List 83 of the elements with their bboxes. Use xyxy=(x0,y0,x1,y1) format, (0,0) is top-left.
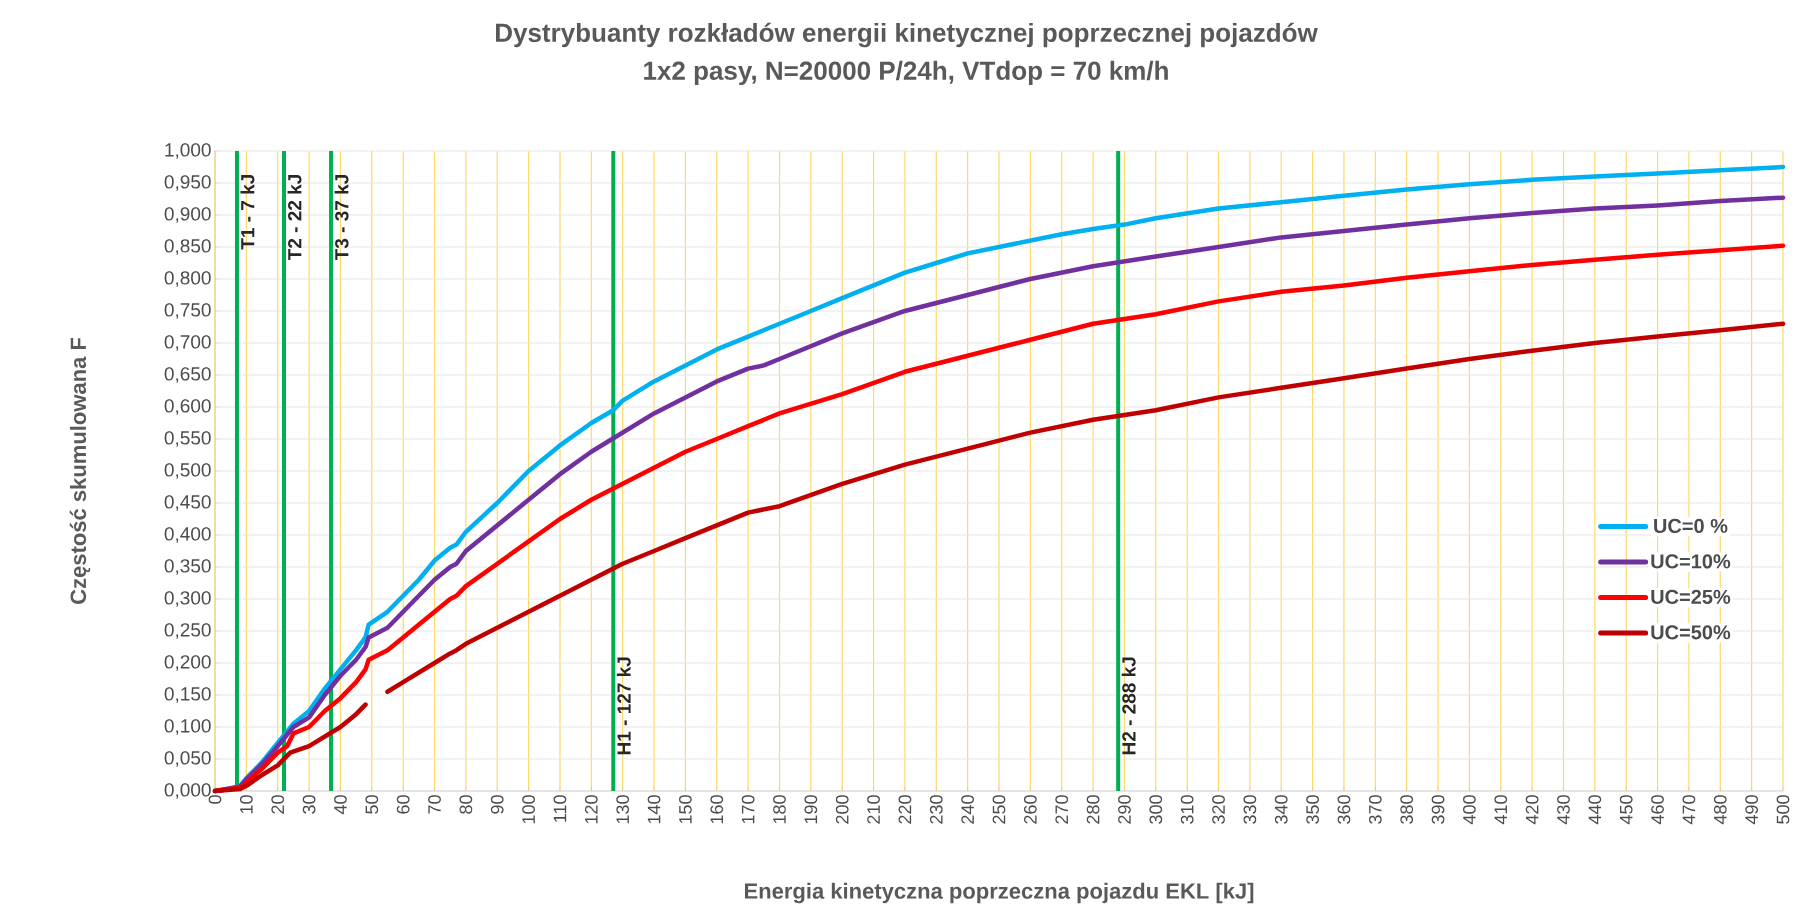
y-tick-label: 0,350 xyxy=(164,559,211,575)
x-tick-label: 20 xyxy=(271,795,285,814)
x-tick-label: 60 xyxy=(396,795,410,814)
x-tick-label: 220 xyxy=(898,795,912,824)
ref-line-label: T2 - 22 kJ xyxy=(287,175,302,261)
x-tick-label: 340 xyxy=(1274,795,1288,824)
x-tick-label: 130 xyxy=(616,795,630,824)
y-tick-label: 0,500 xyxy=(164,463,211,479)
x-tick-label: 350 xyxy=(1306,795,1319,824)
y-tick-label: 0,400 xyxy=(164,527,211,543)
x-tick-label: 370 xyxy=(1368,795,1382,824)
x-tick-label: 150 xyxy=(679,795,692,824)
x-tick-label: 210 xyxy=(867,795,880,824)
x-tick-label: 30 xyxy=(302,795,316,814)
x-tick-label: 170 xyxy=(741,795,755,824)
x-tick-label: 440 xyxy=(1588,795,1602,825)
x-tick-label: 420 xyxy=(1525,795,1539,825)
x-tick-label: 10 xyxy=(239,795,253,814)
y-tick-label: 0,150 xyxy=(164,687,211,703)
x-tick-label: 250 xyxy=(992,795,1006,824)
x-tick-label: 500 xyxy=(1776,795,1790,824)
y-tick-label: 0,950 xyxy=(164,175,211,191)
y-tick-label: 0,600 xyxy=(164,399,211,415)
x-tick-label: 180 xyxy=(773,795,786,824)
ref-line-label: H2 - 288 kJ xyxy=(1121,657,1136,755)
x-tick-label: 300 xyxy=(1149,795,1163,824)
x-tick-label: 190 xyxy=(804,795,818,824)
x-tick-label: 310 xyxy=(1180,795,1194,824)
x-tick-label: 390 xyxy=(1431,795,1445,824)
legend-label: UC=0 % xyxy=(1654,518,1728,534)
x-tick-label: 410 xyxy=(1494,795,1508,825)
x-tick-label: 480 xyxy=(1713,795,1727,825)
legend-label: UC=50% xyxy=(1651,625,1731,640)
y-tick-label: 0,250 xyxy=(164,623,211,639)
x-tick-label: 360 xyxy=(1337,795,1351,824)
x-tick-label: 430 xyxy=(1557,795,1570,825)
x-tick-label: 400 xyxy=(1463,795,1476,825)
ref-line-label: T3 - 37 kJ xyxy=(334,175,349,261)
y-tick-label: 0,650 xyxy=(164,367,211,383)
ref-line-label: T1 - 7 kJ xyxy=(240,175,255,250)
y-axis-title: Częstość skumulowana F xyxy=(69,337,91,604)
y-tick-label: 0,900 xyxy=(164,207,211,223)
x-tick-label: 140 xyxy=(647,795,661,824)
y-tick-label: 0,100 xyxy=(164,719,211,735)
x-tick-label: 90 xyxy=(490,795,504,814)
y-tick-label: 0,750 xyxy=(164,303,211,319)
x-tick-label: 80 xyxy=(459,795,473,814)
chart-subtitle: 1x2 pasy, N=20000 P/24h, VTdop = 70 km/h xyxy=(644,60,1168,86)
x-tick-label: 50 xyxy=(365,795,379,814)
ref-line-label: H1 - 127 kJ xyxy=(616,657,631,755)
y-tick-label: 0,450 xyxy=(164,495,211,511)
x-tick-label: 320 xyxy=(1212,795,1225,824)
y-tick-label: 0,200 xyxy=(164,655,211,671)
x-tick-label: 460 xyxy=(1651,795,1664,825)
legend-label: UC=10% xyxy=(1651,554,1731,569)
y-tick-label: 0,550 xyxy=(164,431,211,447)
x-tick-label: 240 xyxy=(961,795,975,824)
x-tick-label: 490 xyxy=(1745,795,1759,825)
x-axis-title: Energia kinetyczna poprzeczna pojazdu EKL [kJ] xyxy=(744,882,1254,904)
chart-title: Dystrybuanty rozkładów energii kinetycznej poprzecznej pojazdów xyxy=(496,22,1318,48)
x-tick-label: 450 xyxy=(1619,795,1633,825)
x-tick-label: 100 xyxy=(522,795,535,824)
y-tick-label: 0,800 xyxy=(164,271,211,287)
y-tick-label: 0,300 xyxy=(164,591,211,607)
x-tick-label: 120 xyxy=(584,795,598,824)
x-tick-label: 280 xyxy=(1086,795,1100,824)
x-tick-label: 110 xyxy=(553,795,567,822)
x-tick-label: 70 xyxy=(428,795,441,814)
y-tick-label: 1,000 xyxy=(165,143,211,159)
x-tick-label: 260 xyxy=(1023,795,1037,824)
x-tick-label: 290 xyxy=(1118,795,1131,824)
x-tick-label: 40 xyxy=(334,795,347,815)
x-tick-label: 200 xyxy=(835,795,849,824)
y-tick-label: 0,850 xyxy=(164,239,211,255)
x-tick-label: 270 xyxy=(1055,795,1069,824)
x-tick-label: 380 xyxy=(1400,795,1414,824)
x-tick-label: 330 xyxy=(1243,795,1257,824)
x-tick-label: 470 xyxy=(1682,795,1696,825)
y-tick-label: 0,050 xyxy=(164,751,211,767)
y-tick-label: 0,700 xyxy=(164,335,211,351)
legend-label: UC=25% xyxy=(1651,589,1731,604)
x-tick-label: 230 xyxy=(929,795,943,824)
x-tick-label: 160 xyxy=(710,795,724,824)
